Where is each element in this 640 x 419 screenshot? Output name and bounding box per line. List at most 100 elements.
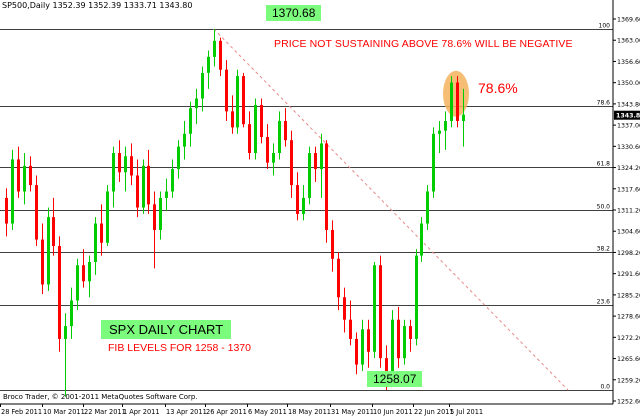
- candle: [147, 149, 150, 214]
- y-tick-label: 1304.60: [617, 229, 640, 236]
- candle: [248, 111, 251, 160]
- level-callout: 78.6%: [478, 80, 518, 96]
- candle: [415, 249, 418, 346]
- candle-body: [397, 319, 400, 359]
- trendline: [213, 28, 569, 391]
- y-tick-label: 1317.60: [617, 186, 640, 193]
- candle: [41, 223, 44, 295]
- candle-body: [23, 165, 26, 192]
- candle-body: [47, 217, 50, 285]
- candle: [171, 159, 174, 198]
- candle: [47, 207, 50, 291]
- candle: [201, 66, 204, 112]
- candle-body: [11, 159, 14, 224]
- candle-body: [325, 143, 328, 230]
- fib-level-label: 0.0: [600, 384, 610, 391]
- candle-body: [373, 265, 376, 352]
- candle: [260, 98, 263, 144]
- x-tick-label: 5 Jul 2011: [450, 408, 483, 416]
- y-tick-label: 1265.60: [617, 356, 640, 363]
- candle: [29, 156, 32, 192]
- candle-body: [284, 120, 287, 141]
- candle: [296, 172, 299, 221]
- candle: [106, 185, 109, 246]
- candle: [165, 178, 168, 211]
- candle-body: [242, 76, 245, 125]
- candle-body: [450, 82, 453, 121]
- candle-body: [147, 165, 150, 205]
- fib-level-label: 23.6: [597, 299, 611, 306]
- candle-body: [124, 156, 127, 173]
- candle-body: [385, 358, 388, 378]
- candle-body: [331, 229, 334, 259]
- y-tick-label: 1337.00: [617, 123, 640, 130]
- candle: [355, 332, 358, 375]
- candle-body: [112, 153, 115, 192]
- candle: [308, 146, 311, 205]
- candle-body: [272, 153, 275, 163]
- candle-body: [355, 338, 358, 365]
- x-tick-label: 10 Mar 2011: [43, 408, 85, 416]
- candle-body: [308, 153, 311, 198]
- candle: [367, 319, 370, 368]
- candle: [207, 50, 210, 89]
- candle: [409, 319, 412, 352]
- candle: [314, 146, 317, 182]
- candle: [320, 133, 323, 198]
- candle: [373, 262, 376, 359]
- candle-body: [219, 40, 222, 70]
- candle-body: [314, 153, 317, 170]
- candle: [236, 69, 239, 134]
- candle-body: [290, 140, 293, 186]
- candle: [456, 76, 459, 128]
- candle-body: [403, 326, 406, 359]
- candle: [130, 143, 133, 186]
- y-tick-label: 1369.60: [617, 17, 640, 24]
- candle-body: [367, 329, 370, 352]
- fib-level-label: 100: [599, 23, 611, 30]
- candle: [189, 101, 192, 147]
- candle: [136, 159, 139, 218]
- candle-body: [444, 120, 447, 131]
- candle: [266, 124, 269, 170]
- candle: [142, 159, 145, 214]
- y-tick-label: 1363.00: [617, 38, 640, 45]
- low-price-badge: 1258.07: [367, 371, 423, 387]
- x-tick-label: 22 Mar 2011: [84, 408, 126, 416]
- candle-body: [379, 265, 382, 359]
- candle-body: [462, 114, 465, 121]
- candle: [219, 37, 222, 77]
- candle-body: [296, 185, 299, 214]
- candle-body: [29, 165, 32, 186]
- candle: [349, 300, 352, 346]
- copyright-text: Broco Trader, © 2001-2011 MetaQuotes Sof…: [3, 393, 198, 401]
- candle-body: [231, 111, 234, 128]
- candle-body: [438, 130, 441, 134]
- candle: [302, 185, 305, 221]
- candle: [450, 76, 453, 128]
- candle: [94, 217, 97, 275]
- candle-body: [260, 104, 263, 138]
- candle-body: [278, 120, 281, 154]
- candle: [231, 95, 234, 134]
- candle-body: [456, 82, 459, 121]
- candle-body: [213, 40, 216, 57]
- candle: [195, 88, 198, 125]
- fib-level-label: 61.8: [597, 161, 611, 168]
- candle-body: [225, 69, 228, 112]
- candle: [76, 258, 79, 311]
- candle: [331, 220, 334, 272]
- x-tick-label: 28 Feb 2011: [1, 408, 42, 416]
- candle-body: [432, 133, 435, 192]
- chart-header: SP500,Daily 1352.39 1352.39 1333.71 1343…: [2, 1, 193, 10]
- candle-body: [82, 265, 85, 282]
- y-tick-label: 1356.60: [617, 59, 640, 66]
- fib-caption: FIB LEVELS FOR 1258 - 1370: [108, 342, 251, 354]
- candle-body: [153, 204, 156, 230]
- candle: [420, 217, 423, 263]
- candle: [432, 127, 435, 198]
- current-price-tag: [614, 110, 640, 120]
- fib-level-label: 78.6: [597, 100, 611, 107]
- candle: [58, 236, 61, 352]
- candle-body: [189, 108, 192, 134]
